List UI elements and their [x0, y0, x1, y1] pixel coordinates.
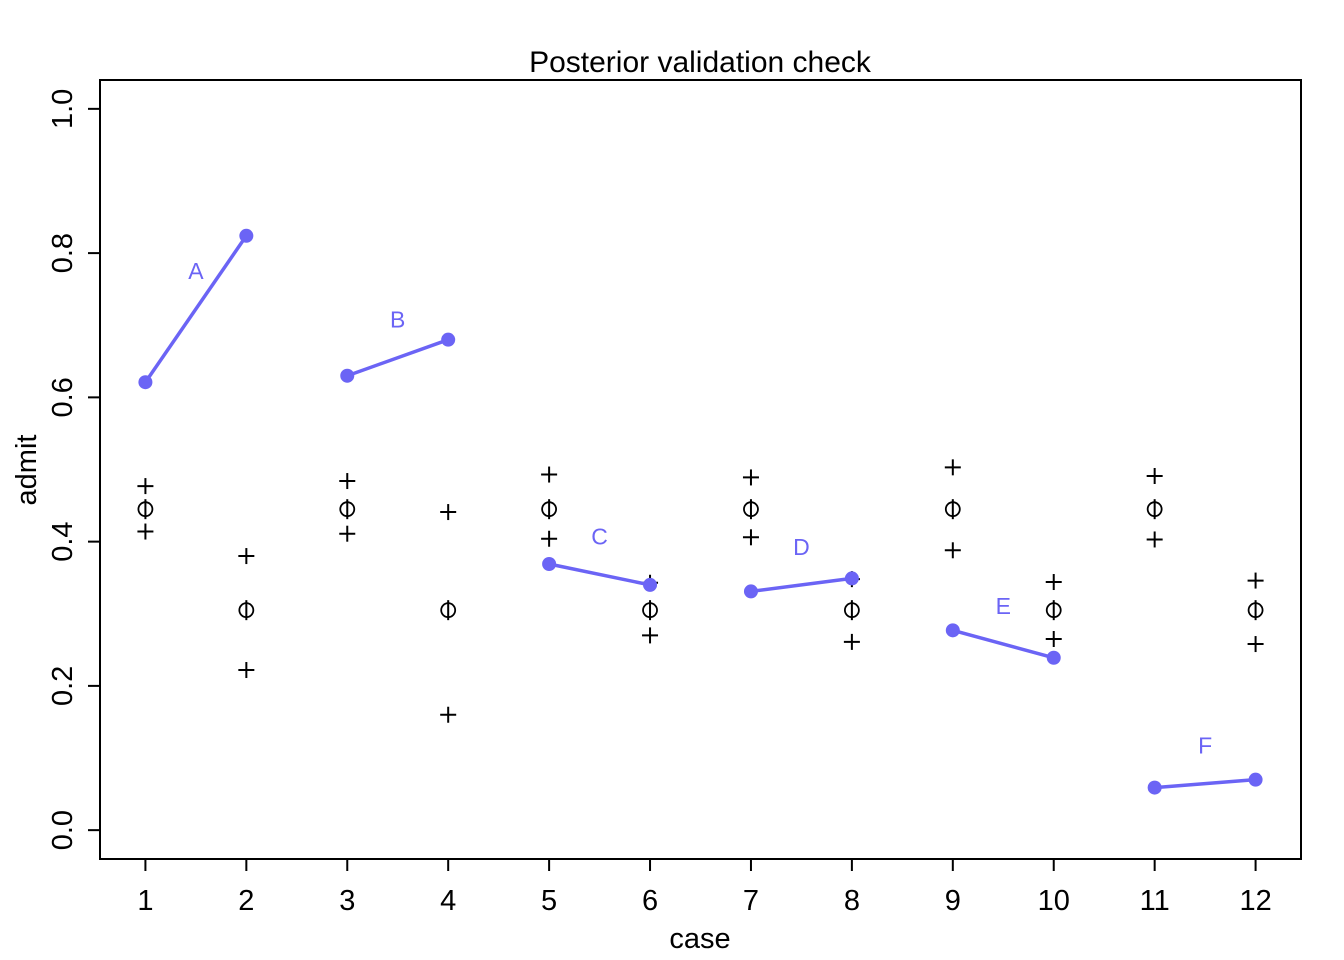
predicted-mean-marker — [541, 499, 558, 520]
predicted-mean-marker — [944, 499, 961, 520]
observed-line — [143, 234, 248, 384]
interval-bound-marker — [339, 473, 356, 490]
x-tick-label: 5 — [541, 885, 557, 917]
group-label: D — [793, 534, 810, 560]
observed-point — [239, 228, 254, 243]
interval-bound-marker — [843, 633, 860, 650]
observed-point — [1046, 650, 1061, 665]
observed-group-f: F — [1147, 733, 1263, 795]
observed-group-a: A — [138, 228, 254, 390]
observed-point — [945, 623, 960, 638]
predicted-mean-marker — [1146, 499, 1163, 520]
interval-bound-marker — [238, 662, 255, 679]
group-label: C — [591, 523, 608, 549]
observed-group-e: E — [945, 593, 1061, 665]
interval-bound-marker — [1247, 572, 1264, 589]
y-tick-label: 0.6 — [47, 377, 79, 417]
interval-bound-marker — [440, 504, 457, 521]
interval-bound-marker — [1045, 631, 1062, 648]
predicted-mean-marker — [642, 600, 658, 621]
chart-title: Posterior validation check — [529, 46, 872, 79]
x-tick-label: 2 — [238, 885, 254, 917]
x-tick-label: 8 — [844, 885, 860, 917]
y-tick-label: 0.0 — [47, 810, 79, 850]
posterior-predictions — [137, 459, 1264, 723]
predicted-mean-marker — [1045, 600, 1062, 621]
predicted-mean-marker — [238, 600, 255, 621]
x-tick-label: 7 — [743, 885, 759, 917]
observed-line — [346, 338, 449, 378]
interval-bound-marker — [1045, 574, 1062, 591]
x-tick-label: 10 — [1038, 885, 1070, 917]
group-label: A — [188, 258, 204, 284]
x-tick-label: 12 — [1239, 885, 1271, 917]
observed-line — [750, 576, 853, 594]
observed-point — [138, 375, 153, 390]
predicted-mean-marker — [1247, 600, 1264, 621]
observed-group-d: D — [743, 534, 859, 599]
interval-bound-marker — [339, 525, 356, 542]
predicted-mean-marker — [339, 499, 356, 520]
observed-series: A B C D E F — [138, 228, 1263, 795]
y-tick-label: 1.0 — [47, 89, 79, 129]
x-axis: 1 2 3 4 5 6 7 8 9 10 11 12 — [137, 858, 1272, 917]
observed-line — [952, 628, 1055, 660]
predicted-mean-marker — [843, 600, 860, 621]
observed-point — [743, 584, 758, 599]
x-tick-label: 6 — [642, 885, 658, 917]
interval-bound-marker — [238, 548, 255, 565]
interval-bound-marker — [137, 478, 154, 495]
observed-line — [548, 562, 651, 587]
predicted-mean-marker — [137, 499, 154, 520]
interval-bound-marker — [137, 523, 154, 540]
predicted-mean-marker — [743, 499, 759, 520]
y-axis-title: admit — [11, 435, 43, 506]
x-tick-label: 3 — [339, 885, 355, 917]
interval-bound-marker — [642, 627, 659, 644]
interval-bound-marker — [1146, 467, 1163, 484]
interval-bound-marker — [541, 466, 558, 483]
x-tick-label: 4 — [440, 885, 456, 917]
interval-bound-marker — [1146, 531, 1163, 548]
observed-line — [1154, 777, 1256, 790]
observed-group-b: B — [340, 307, 456, 383]
group-label: F — [1198, 733, 1212, 759]
interval-bound-marker — [440, 706, 457, 723]
observed-point — [441, 332, 456, 347]
observed-group-c: C — [542, 523, 658, 592]
plot-frame — [99, 79, 1302, 860]
y-axis: 0.0 0.2 0.4 0.6 0.8 1.0 — [47, 89, 101, 850]
observed-point — [340, 368, 355, 383]
y-tick-label: 0.8 — [47, 233, 79, 273]
observed-point — [844, 571, 859, 586]
x-tick-label: 9 — [945, 885, 961, 917]
x-tick-label: 1 — [137, 885, 153, 917]
interval-bound-marker — [944, 542, 961, 559]
x-tick-label: 11 — [1140, 885, 1170, 917]
interval-bound-marker — [742, 469, 759, 486]
interval-bound-marker — [1247, 636, 1264, 653]
group-label: E — [996, 593, 1011, 619]
observed-point — [643, 577, 658, 592]
observed-point — [1147, 780, 1162, 795]
y-tick-label: 0.4 — [47, 521, 79, 561]
group-label: B — [390, 307, 405, 333]
interval-bound-marker — [541, 530, 558, 547]
y-tick-label: 0.2 — [47, 666, 79, 706]
interval-bound-marker — [944, 459, 961, 476]
observed-point — [542, 556, 557, 571]
predicted-mean-marker — [440, 600, 457, 621]
interval-bound-marker — [742, 529, 759, 546]
x-axis-title: case — [669, 923, 730, 955]
observed-point — [1248, 772, 1263, 787]
